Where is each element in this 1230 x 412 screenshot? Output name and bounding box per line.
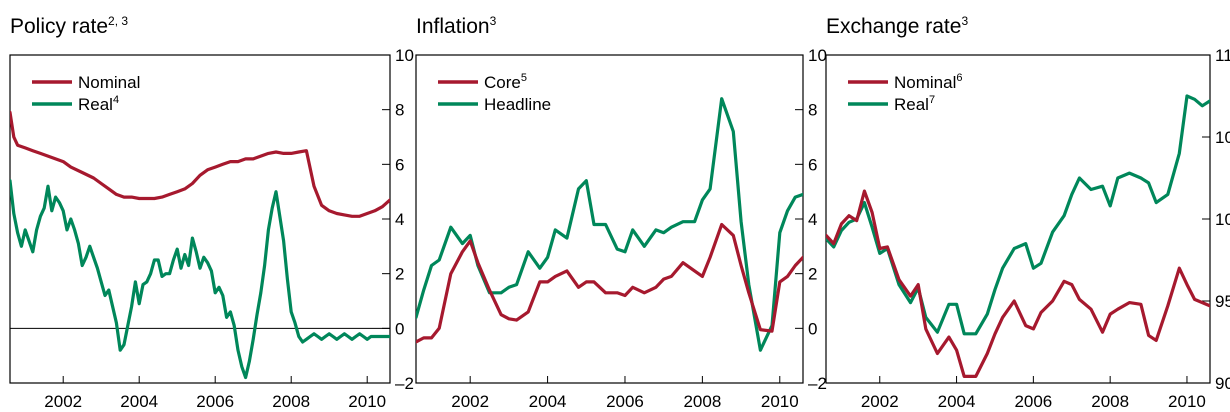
series-line-real	[10, 179, 390, 380]
y-tick-label: 4	[808, 210, 817, 229]
series-line-core	[416, 222, 803, 344]
legend-item: Nominal	[32, 73, 140, 92]
y-tick-label: 2	[808, 265, 817, 284]
chart-panel-3: Exchange rate3 90 95 100 105 110 2002 2004 2006 2…	[825, 14, 1230, 411]
legend-item: Core5	[438, 72, 527, 92]
chart-title-footnote: 2, 3	[108, 14, 128, 28]
y-tick-label: 4	[395, 210, 404, 229]
chart-title-footnote: 3	[961, 14, 968, 28]
series-line-headline	[416, 97, 803, 352]
legend-label: Core5	[484, 72, 527, 92]
x-tick-label: 2002	[44, 392, 82, 411]
legend-label: Real7	[894, 94, 935, 114]
y-tick-label: 110	[1215, 46, 1230, 65]
y-tick-label: 0	[395, 319, 404, 338]
x-tick-label: 2010	[1168, 392, 1206, 411]
x-tick-label: 2006	[606, 392, 644, 411]
x-tick-label: 2006	[196, 392, 234, 411]
x-tick-label: 2002	[451, 392, 489, 411]
y-tick-label: 10	[395, 46, 414, 65]
legend-footnote: 5	[521, 72, 527, 84]
legend-item: Real7	[848, 94, 935, 114]
y-tick-label: 100	[1215, 210, 1230, 229]
y-tick-label: 2	[395, 265, 404, 284]
x-tick-label: 2002	[861, 392, 899, 411]
legend-label: Nominal6	[894, 72, 962, 92]
legend-item: Nominal6	[848, 72, 962, 92]
legend-footnote: 7	[929, 94, 935, 106]
chart-title-footnote: 3	[490, 14, 497, 28]
y-tick-label: 8	[808, 101, 817, 120]
legend-label: Nominal	[78, 73, 140, 92]
y-tick-label: 10	[808, 46, 827, 65]
chart-title: Inflation3	[416, 14, 497, 38]
legend-label: Headline	[484, 95, 551, 114]
x-tick-label: 2008	[1091, 392, 1129, 411]
series-line-real	[826, 94, 1210, 336]
chart-panel-2: Inflation3 –2 0 2 4 6 8 10 2002 2004 2006 2008 2010 C…	[415, 14, 827, 411]
y-tick-label: 90	[1215, 374, 1230, 393]
legend-item: Headline	[438, 95, 551, 114]
chart-title: Exchange rate3	[826, 14, 968, 38]
x-tick-label: 2004	[529, 392, 567, 411]
y-tick-label: –2	[808, 374, 827, 393]
legend-label: Real4	[78, 94, 119, 114]
y-tick-label: 105	[1215, 128, 1230, 147]
x-tick-label: 2006	[1014, 392, 1052, 411]
series-line-nominal	[10, 110, 390, 218]
legend-footnote: 6	[956, 72, 962, 84]
chart-title: Policy rate2, 3	[10, 14, 128, 38]
x-tick-label: 2010	[348, 392, 386, 411]
y-tick-label: 0	[808, 319, 817, 338]
y-tick-label: 95	[1215, 292, 1230, 311]
y-tick-label: 8	[395, 101, 404, 120]
series-line-nominal	[826, 189, 1210, 378]
chart-panel-1: Policy rate2, 3 –2 0 2 4 6 8 10 2002 2004 2006 2008…	[9, 14, 414, 411]
legend-item: Real4	[32, 94, 119, 114]
legend-footnote: 4	[113, 94, 119, 106]
x-tick-label: 2004	[938, 392, 976, 411]
x-tick-label: 2010	[761, 392, 799, 411]
y-tick-label: 6	[808, 155, 817, 174]
x-tick-label: 2004	[120, 392, 158, 411]
y-tick-label: –2	[395, 374, 414, 393]
x-tick-label: 2008	[272, 392, 310, 411]
x-tick-label: 2008	[683, 392, 721, 411]
y-tick-label: 6	[395, 155, 404, 174]
